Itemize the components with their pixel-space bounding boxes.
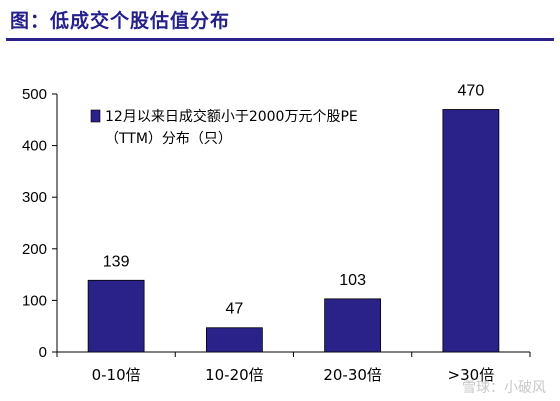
x-category-label: 10-20倍: [205, 366, 264, 384]
legend-label: （TTM）分布（只）: [105, 131, 232, 147]
bar: [205, 327, 263, 353]
y-tick-label: 200: [22, 241, 47, 258]
legend: 12月以来日成交额小于2000万元个股PE （TTM）分布（只）: [90, 108, 358, 147]
legend-swatch: [90, 109, 101, 123]
bar: [442, 109, 500, 353]
x-category-label: >30倍: [448, 366, 495, 384]
bar: [324, 298, 382, 353]
y-tick-label: 300: [22, 189, 47, 206]
data-label: 47: [225, 301, 243, 318]
x-category-label: 20-30倍: [323, 366, 382, 384]
bars: 139 0-10倍 47 10-20倍 103 20-30倍 470 >30倍: [87, 82, 500, 384]
watermark: 雪球：小破风: [462, 380, 546, 396]
title-underline: [6, 38, 554, 41]
bar: [87, 279, 145, 353]
legend-label: 12月以来日成交额小于2000万元个股PE: [105, 108, 358, 125]
y-tick-label: 100: [22, 292, 47, 309]
x-category-label: 0-10倍: [92, 366, 141, 384]
data-label: 103: [339, 272, 366, 289]
data-label: 139: [103, 253, 130, 270]
y-tick-label: 0: [39, 344, 47, 361]
y-tick-label: 500: [22, 86, 47, 103]
data-label: 470: [458, 82, 485, 99]
y-tick-label: 400: [22, 138, 47, 155]
chart-title: 图：低成交个股估值分布: [10, 10, 231, 32]
